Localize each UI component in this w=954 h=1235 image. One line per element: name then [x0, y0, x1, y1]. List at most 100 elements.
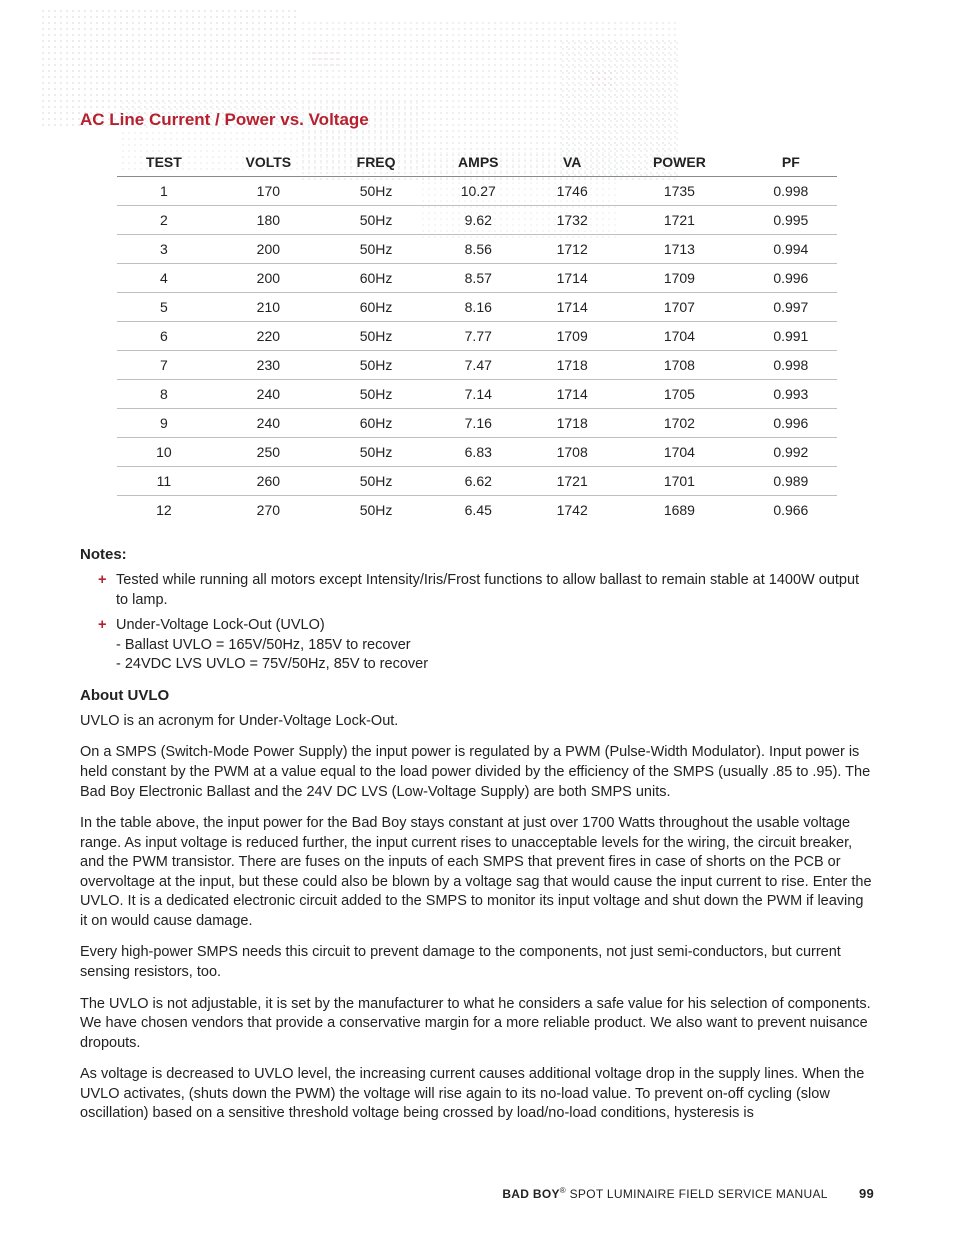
table-cell: 50Hz	[326, 235, 427, 264]
table-cell: 0.993	[745, 380, 837, 409]
table-cell: 1714	[530, 380, 614, 409]
table-cell: 1721	[530, 467, 614, 496]
table-cell: 1721	[614, 206, 745, 235]
table-cell: 0.991	[745, 322, 837, 351]
table-cell: 0.994	[745, 235, 837, 264]
notes-list: Tested while running all motors except I…	[98, 571, 874, 675]
table-cell: 50Hz	[326, 351, 427, 380]
table-cell: 0.998	[745, 351, 837, 380]
table-cell: 1707	[614, 293, 745, 322]
table-header-cell: VOLTS	[211, 148, 326, 177]
table-cell: 200	[211, 235, 326, 264]
table-row: 1126050Hz6.62172117010.989	[117, 467, 837, 496]
table-cell: 50Hz	[326, 438, 427, 467]
table-cell: 8.16	[426, 293, 530, 322]
table-cell: 170	[211, 177, 326, 206]
table-cell: 200	[211, 264, 326, 293]
notes-heading: Notes:	[80, 546, 874, 563]
footer-rest: SPOT LUMINAIRE FIELD SERVICE MANUAL	[566, 1187, 827, 1201]
table-cell: 0.966	[745, 496, 837, 525]
table-cell: 0.998	[745, 177, 837, 206]
about-paragraph: In the table above, the input power for …	[80, 814, 874, 931]
table-cell: 1704	[614, 322, 745, 351]
table-cell: 50Hz	[326, 206, 427, 235]
table-cell: 6.45	[426, 496, 530, 525]
table-cell: 210	[211, 293, 326, 322]
page-number: 99	[859, 1186, 874, 1201]
table-header-cell: AMPS	[426, 148, 530, 177]
table-cell: 7.16	[426, 409, 530, 438]
table-cell: 8	[117, 380, 211, 409]
table-cell: 0.992	[745, 438, 837, 467]
table-cell: 240	[211, 380, 326, 409]
table-cell: 50Hz	[326, 177, 427, 206]
table-cell: 250	[211, 438, 326, 467]
table-cell: 4	[117, 264, 211, 293]
table-header-cell: POWER	[614, 148, 745, 177]
table-cell: 1714	[530, 293, 614, 322]
about-paragraph: Every high-power SMPS needs this circuit…	[80, 943, 874, 982]
table-cell: 7.14	[426, 380, 530, 409]
table-row: 117050Hz10.27174617350.998	[117, 177, 837, 206]
table-cell: 3	[117, 235, 211, 264]
table-cell: 10	[117, 438, 211, 467]
table-cell: 180	[211, 206, 326, 235]
table-cell: 8.56	[426, 235, 530, 264]
table-cell: 1713	[614, 235, 745, 264]
note-item: Under-Voltage Lock-Out (UVLO)- Ballast U…	[98, 616, 874, 675]
table-cell: 12	[117, 496, 211, 525]
table-cell: 6.83	[426, 438, 530, 467]
note-item: Tested while running all motors except I…	[98, 571, 874, 610]
table-cell: 8.57	[426, 264, 530, 293]
table-cell: 240	[211, 409, 326, 438]
table-cell: 2	[117, 206, 211, 235]
table-cell: 230	[211, 351, 326, 380]
table-row: 1025050Hz6.83170817040.992	[117, 438, 837, 467]
table-cell: 1746	[530, 177, 614, 206]
table-cell: 0.997	[745, 293, 837, 322]
table-cell: 1701	[614, 467, 745, 496]
table-cell: 11	[117, 467, 211, 496]
about-paragraph: On a SMPS (Switch-Mode Power Supply) the…	[80, 743, 874, 802]
ac-line-table: TESTVOLTSFREQAMPSVAPOWERPF 117050Hz10.27…	[117, 148, 837, 524]
table-cell: 6	[117, 322, 211, 351]
table-row: 723050Hz7.47171817080.998	[117, 351, 837, 380]
table-cell: 1	[117, 177, 211, 206]
table-row: 924060Hz7.16171817020.996	[117, 409, 837, 438]
about-body: UVLO is an acronym for Under-Voltage Loc…	[80, 712, 874, 1124]
table-header-cell: VA	[530, 148, 614, 177]
table-cell: 1732	[530, 206, 614, 235]
note-item-text: Tested while running all motors except I…	[116, 572, 859, 608]
table-cell: 260	[211, 467, 326, 496]
table-cell: 50Hz	[326, 467, 427, 496]
table-cell: 1704	[614, 438, 745, 467]
table-row: 1227050Hz6.45174216890.966	[117, 496, 837, 525]
table-row: 420060Hz8.57171417090.996	[117, 264, 837, 293]
table-cell: 1712	[530, 235, 614, 264]
table-cell: 1689	[614, 496, 745, 525]
table-cell: 1742	[530, 496, 614, 525]
section-heading: AC Line Current / Power vs. Voltage	[80, 110, 874, 130]
table-cell: 1709	[530, 322, 614, 351]
table-cell: 50Hz	[326, 380, 427, 409]
table-row: 320050Hz8.56171217130.994	[117, 235, 837, 264]
page-footer: BAD BOY® SPOT LUMINAIRE FIELD SERVICE MA…	[502, 1186, 874, 1201]
table-cell: 1708	[530, 438, 614, 467]
table-cell: 9	[117, 409, 211, 438]
table-cell: 0.995	[745, 206, 837, 235]
table-cell: 1735	[614, 177, 745, 206]
table-cell: 60Hz	[326, 264, 427, 293]
table-cell: 6.62	[426, 467, 530, 496]
table-header-cell: TEST	[117, 148, 211, 177]
table-cell: 0.996	[745, 409, 837, 438]
table-row: 218050Hz9.62173217210.995	[117, 206, 837, 235]
about-paragraph: As voltage is decreased to UVLO level, t…	[80, 1065, 874, 1124]
table-cell: 270	[211, 496, 326, 525]
note-item-text: Under-Voltage Lock-Out (UVLO)	[116, 617, 325, 633]
table-cell: 0.989	[745, 467, 837, 496]
about-heading: About UVLO	[80, 687, 874, 704]
table-cell: 7	[117, 351, 211, 380]
note-subitem: - 24VDC LVS UVLO = 75V/50Hz, 85V to reco…	[116, 655, 874, 675]
table-cell: 50Hz	[326, 322, 427, 351]
table-cell: 1709	[614, 264, 745, 293]
